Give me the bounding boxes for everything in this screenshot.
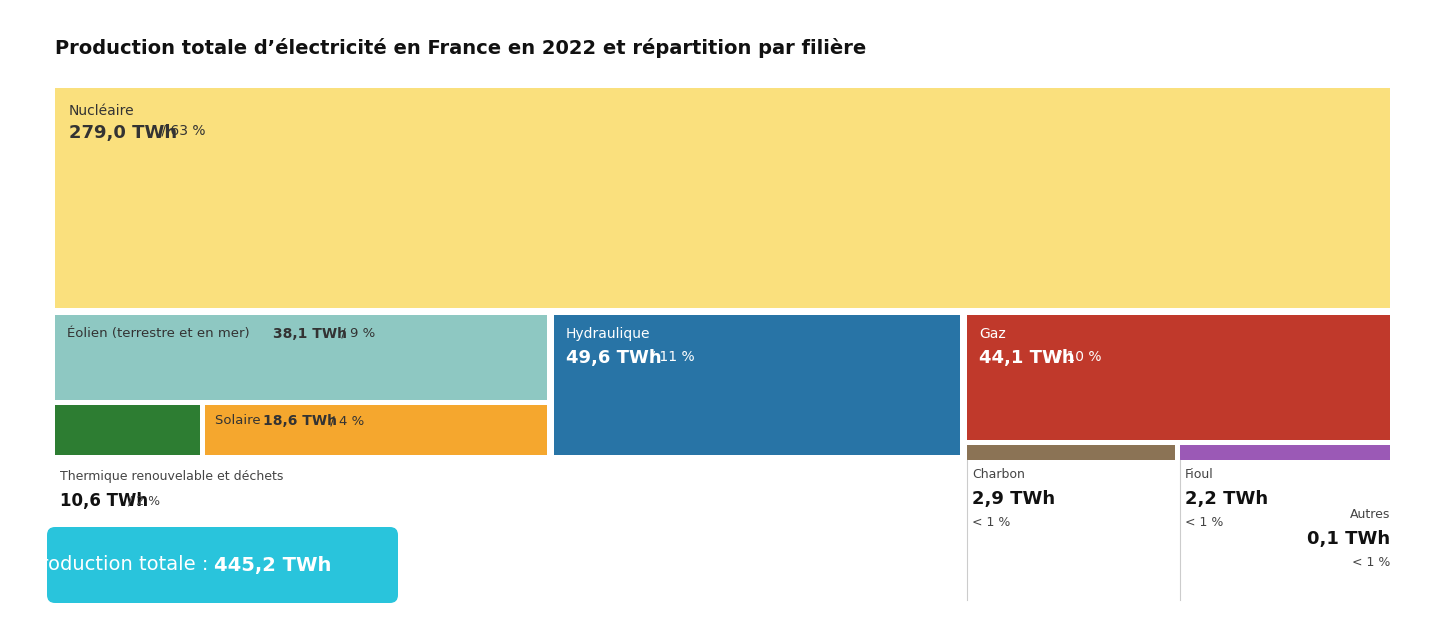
Text: / 9 %: / 9 %	[337, 327, 376, 340]
Text: Autres: Autres	[1349, 508, 1390, 521]
FancyBboxPatch shape	[48, 527, 397, 603]
Text: 279,0 TWh: 279,0 TWh	[69, 124, 177, 142]
Text: Charbon: Charbon	[972, 468, 1025, 481]
Text: < 1 %: < 1 %	[1352, 556, 1390, 569]
Text: Éolien (terrestre et en mer): Éolien (terrestre et en mer)	[68, 327, 253, 340]
Text: 2,9 TWh: 2,9 TWh	[972, 490, 1056, 508]
Text: Solaire: Solaire	[215, 414, 265, 427]
Text: Nucléaire: Nucléaire	[69, 104, 134, 118]
Text: / 63 %: / 63 %	[157, 124, 206, 138]
Text: < 1 %: < 1 %	[972, 516, 1011, 529]
Text: < 1 %: < 1 %	[1185, 516, 1224, 529]
Text: Thermique renouvelable et déchets: Thermique renouvelable et déchets	[60, 470, 284, 483]
Bar	[968, 445, 1175, 460]
Text: 0,1 TWh: 0,1 TWh	[1308, 530, 1390, 548]
Text: Production totale :: Production totale :	[29, 555, 215, 574]
Text: 44,1 TWh: 44,1 TWh	[979, 349, 1074, 367]
Text: 49,6 TWh: 49,6 TWh	[566, 349, 661, 367]
Text: 38,1 TWh: 38,1 TWh	[274, 327, 347, 341]
Text: Gaz: Gaz	[979, 327, 1005, 341]
Text: / 2 %: / 2 %	[124, 494, 160, 507]
Bar	[55, 405, 200, 455]
Text: 445,2 TWh: 445,2 TWh	[215, 555, 331, 574]
Text: / 4 %: / 4 %	[325, 414, 364, 427]
Text: Hydraulique: Hydraulique	[566, 327, 651, 341]
Text: / 11 %: / 11 %	[647, 349, 694, 363]
Bar	[204, 405, 547, 455]
Text: Fioul: Fioul	[1185, 468, 1214, 481]
Bar	[55, 88, 1390, 308]
Text: / 10 %: / 10 %	[1053, 349, 1102, 363]
Bar	[554, 315, 960, 455]
Text: 2,2 TWh: 2,2 TWh	[1185, 490, 1269, 508]
Text: Production totale d’électricité en France en 2022 et répartition par filière: Production totale d’électricité en Franc…	[55, 38, 867, 58]
Text: 10,6 TWh: 10,6 TWh	[60, 492, 148, 510]
Text: 18,6 TWh: 18,6 TWh	[264, 414, 337, 428]
Bar	[968, 315, 1390, 440]
Bar	[55, 315, 547, 400]
Bar	[1179, 445, 1390, 460]
